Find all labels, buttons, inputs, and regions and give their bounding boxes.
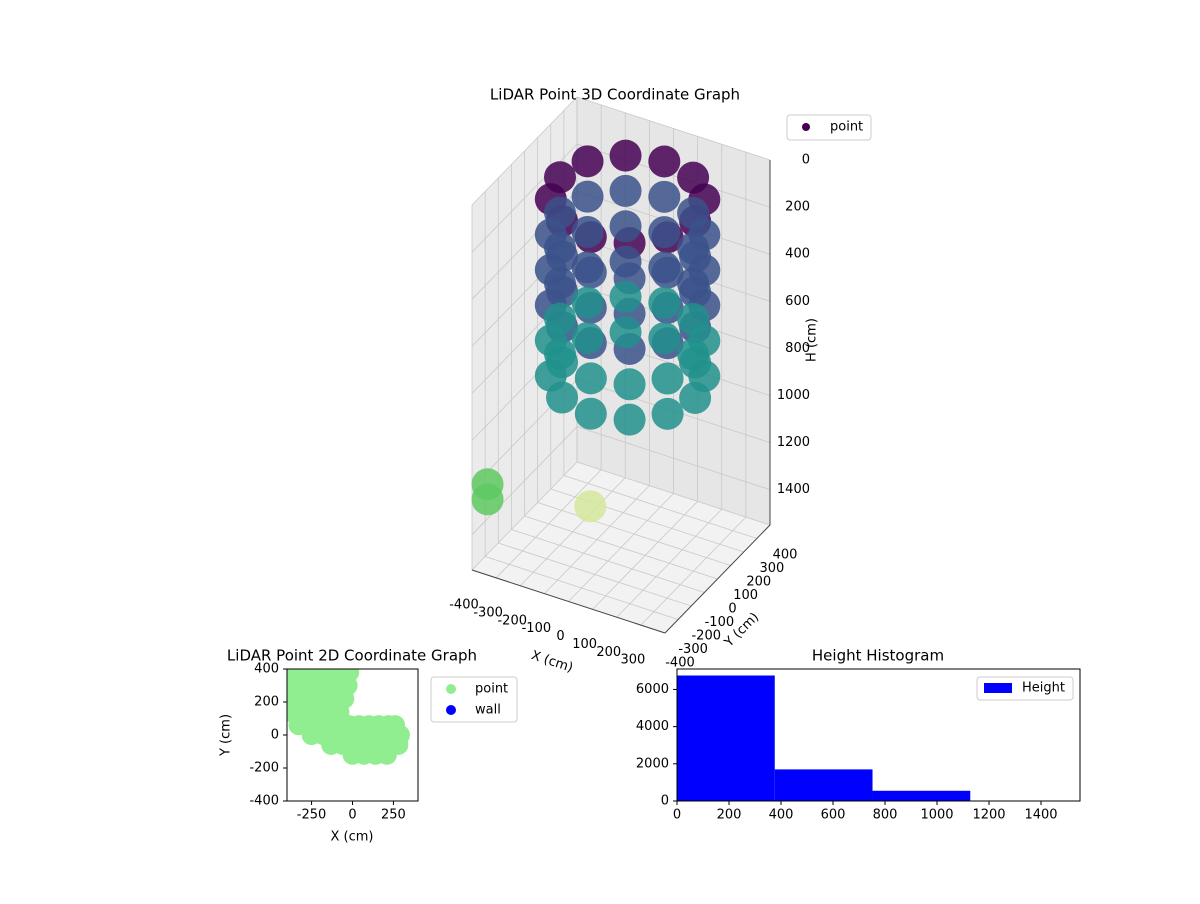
y-tick-label: -100	[705, 615, 735, 630]
z-tick-label: 1000	[777, 388, 810, 403]
point	[575, 362, 607, 394]
y-tick-label: -400	[249, 794, 279, 809]
point	[610, 140, 642, 172]
point	[572, 145, 604, 177]
point	[610, 316, 642, 348]
chart-title: LiDAR Point 2D Coordinate Graph	[227, 647, 477, 665]
point	[648, 181, 680, 213]
point	[648, 322, 680, 354]
point	[575, 398, 607, 430]
x-axis-label: X (cm)	[529, 648, 575, 676]
point	[652, 398, 684, 430]
y-tick-label: 200	[254, 695, 279, 710]
point	[677, 303, 709, 335]
x-tick-label: 800	[873, 808, 898, 823]
z-tick-label: 0	[802, 153, 810, 168]
y-tick-label: 0	[661, 794, 669, 809]
point	[572, 216, 604, 248]
bar	[873, 791, 971, 801]
legend-marker	[984, 683, 1012, 693]
y-tick-label: 300	[759, 561, 784, 576]
x-tick-label: -100	[522, 621, 552, 636]
legend-marker	[446, 705, 456, 715]
y-tick-label: 400	[773, 548, 798, 563]
z-tick-label: 1200	[777, 435, 810, 450]
x-tick-label: 400	[769, 808, 794, 823]
point	[648, 251, 680, 283]
y-tick-label: 0	[271, 728, 279, 743]
point	[610, 281, 642, 313]
z-tick-label: 400	[785, 247, 810, 262]
point	[572, 322, 604, 354]
point	[677, 197, 709, 229]
y-axis-label: Y (cm)	[219, 714, 234, 757]
legend-marker	[446, 684, 456, 694]
chart-title: Height Histogram	[812, 647, 944, 665]
legend-marker	[802, 123, 810, 131]
point	[614, 404, 646, 436]
y-tick-label: -400	[665, 656, 695, 671]
z-axis-label: H (cm)	[805, 318, 820, 362]
legend-label: wall	[475, 703, 501, 718]
point	[574, 490, 606, 522]
point	[648, 145, 680, 177]
point	[610, 210, 642, 242]
y-tick-label: -200	[691, 629, 721, 644]
x-tick-label: 0	[673, 808, 681, 823]
x-tick-label: 200	[717, 808, 742, 823]
y-tick-label: 2000	[636, 756, 669, 771]
y-tick-label: 100	[733, 588, 758, 603]
x-tick-label: 250	[381, 808, 406, 823]
x-tick-label: 1200	[972, 808, 1005, 823]
legend-label: point	[830, 120, 863, 135]
x-tick-label: 300	[620, 653, 645, 668]
x-tick-label: 0	[556, 629, 564, 644]
bar	[775, 769, 873, 801]
x-tick-label: 600	[821, 808, 846, 823]
point	[652, 363, 684, 395]
point	[472, 483, 504, 515]
x-tick-label: 1000	[920, 808, 953, 823]
y-tick-label: 6000	[636, 682, 669, 697]
chart-title: LiDAR Point 3D Coordinate Graph	[490, 86, 740, 104]
point	[677, 338, 709, 370]
legend-label: point	[475, 682, 508, 697]
legend-label: Height	[1022, 681, 1065, 696]
point	[572, 181, 604, 213]
y-tick-label: 0	[728, 602, 736, 617]
point	[677, 232, 709, 264]
x-tick-label: 0	[348, 808, 356, 823]
plot-points	[280, 662, 410, 765]
y-tick-label: 200	[746, 575, 771, 590]
x-tick-label: -250	[297, 808, 327, 823]
bar	[677, 676, 775, 801]
point	[677, 162, 709, 194]
y-tick-label: -200	[249, 761, 279, 776]
point	[648, 287, 680, 319]
point	[610, 246, 642, 278]
x-tick-label: 200	[596, 645, 621, 660]
x-tick-label: 1400	[1024, 808, 1057, 823]
z-tick-label: 1400	[777, 482, 810, 497]
x-axis-label: X (cm)	[331, 830, 374, 845]
point	[546, 382, 578, 414]
point	[677, 268, 709, 300]
point	[614, 368, 646, 400]
point	[648, 216, 680, 248]
z-tick-label: 600	[785, 294, 810, 309]
x-tick-label: 100	[572, 637, 597, 652]
point	[377, 745, 397, 765]
y-tick-label: -300	[678, 642, 708, 657]
point	[572, 287, 604, 319]
y-tick-label: 4000	[636, 719, 669, 734]
z-tick-label: 200	[785, 200, 810, 215]
point	[572, 251, 604, 283]
point	[610, 175, 642, 207]
